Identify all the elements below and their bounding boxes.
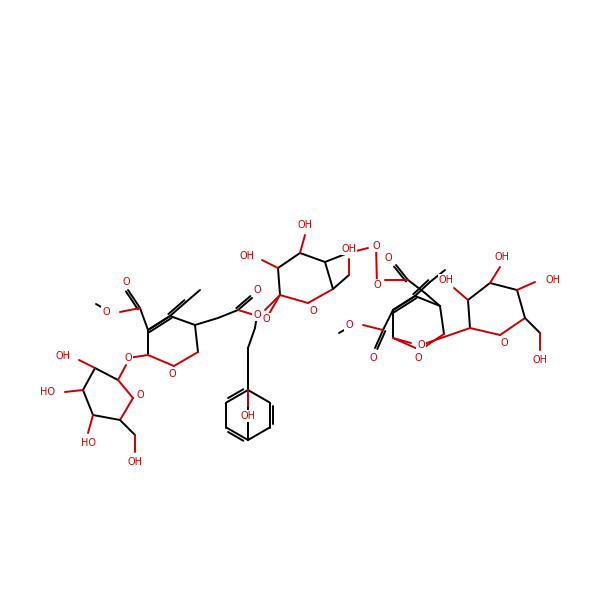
Text: O: O — [103, 307, 110, 317]
Text: OH: OH — [56, 351, 71, 361]
Text: O: O — [346, 320, 353, 330]
Text: HO: HO — [40, 387, 55, 397]
Text: O: O — [373, 280, 381, 290]
Text: O: O — [384, 253, 392, 263]
Text: O: O — [262, 314, 270, 324]
Text: O: O — [417, 340, 425, 350]
Text: O: O — [369, 353, 377, 363]
Text: OH: OH — [545, 275, 560, 285]
Text: HO: HO — [80, 438, 95, 448]
Text: O: O — [168, 369, 176, 379]
Text: OH: OH — [494, 252, 509, 262]
Text: OH: OH — [533, 355, 548, 365]
Text: O: O — [136, 390, 144, 400]
Text: O: O — [122, 277, 130, 287]
Text: O: O — [253, 285, 261, 295]
Text: O: O — [414, 353, 422, 363]
Text: O: O — [309, 306, 317, 316]
Text: OH: OH — [439, 275, 454, 285]
Text: OH: OH — [239, 251, 254, 261]
Text: O: O — [124, 353, 132, 363]
Text: OH: OH — [241, 411, 256, 421]
Text: OH: OH — [341, 244, 356, 254]
Text: OH: OH — [128, 457, 143, 467]
Text: OH: OH — [298, 220, 313, 230]
Text: O: O — [500, 338, 508, 348]
Text: O: O — [253, 310, 261, 320]
Text: O: O — [372, 241, 380, 251]
